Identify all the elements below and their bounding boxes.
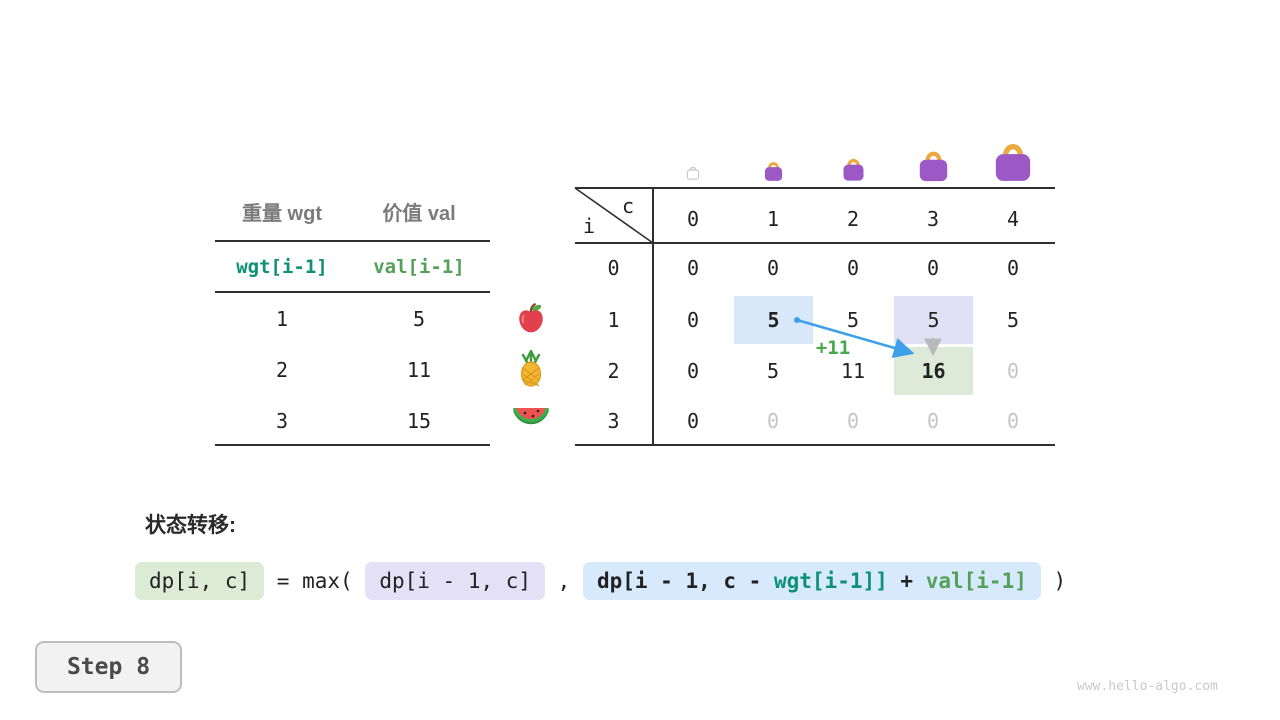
formula-equals-max: = max( — [264, 569, 366, 593]
dp-cell-0-3: 0 — [926, 256, 940, 280]
item-row-wgt: 3 — [275, 409, 289, 433]
dp-col-header: 4 — [1006, 207, 1020, 231]
corner-row-var: i — [583, 214, 596, 238]
dp-cell-0-1: 0 — [766, 256, 780, 280]
pineapple-icon — [513, 350, 549, 388]
formula-comma: , — [545, 569, 583, 593]
formula-close-paren: ) — [1040, 569, 1067, 593]
formula-arg2-val-token: val[i-1] — [925, 569, 1027, 593]
dp-cell-3-1: 0 — [766, 409, 780, 433]
dp-cell-2-3-target: 16 — [894, 347, 973, 395]
val-symbol: val[i-1] — [373, 256, 465, 278]
dp-cell-2-0: 0 — [686, 359, 700, 383]
dp-cell-2-1: 5 — [766, 359, 780, 383]
bag-icon-capacity-2 — [839, 154, 867, 182]
dp-cell-1-0: 0 — [686, 308, 700, 332]
dp-cell-0-0: 0 — [686, 256, 700, 280]
dp-col-header: 1 — [766, 207, 780, 231]
item-row-wgt: 2 — [275, 358, 289, 382]
bag-icon-capacity-4 — [990, 137, 1036, 182]
watermark: www.hello-algo.com — [1077, 679, 1218, 694]
dp-col-header: 2 — [846, 207, 860, 231]
bag-icon-capacity-1 — [761, 158, 785, 182]
dp-cell-1-1-source: 5 — [734, 296, 813, 344]
corner-col-var: c — [622, 194, 635, 218]
formula-lhs-box: dp[i, c] — [135, 562, 265, 600]
items-table-rule-mid — [215, 291, 490, 293]
dp-row-header: 1 — [607, 308, 620, 332]
transition-value-annotation: +11 — [815, 337, 851, 359]
dp-table-rule-header — [575, 242, 1055, 244]
bag-icon-capacity-0 — [684, 161, 702, 181]
dp-cell-3-0: 0 — [686, 409, 700, 433]
state-transition-formula: dp[i, c] = max( dp[i - 1, c] , dp[i - 1,… — [135, 560, 1066, 602]
dp-row-header: 2 — [607, 359, 620, 383]
wgt-symbol: wgt[i-1] — [236, 256, 328, 278]
dp-col-header: 0 — [686, 207, 700, 231]
bag-icon-capacity-3 — [915, 146, 951, 182]
item-row-val: 11 — [406, 358, 432, 382]
step-indicator-button[interactable]: Step 8 — [35, 641, 182, 693]
apple-icon — [513, 301, 549, 335]
dp-cell-2-4: 0 — [1006, 359, 1020, 383]
dp-table-rule-bottom — [575, 444, 1055, 446]
items-col-weight-header: 重量 wgt — [242, 203, 322, 225]
formula-arg2-plus: + — [887, 569, 926, 593]
items-table-rule-bottom — [215, 444, 490, 446]
dp-cell-1-4: 5 — [1006, 308, 1020, 332]
dp-cell-2-2: 11 — [840, 359, 866, 383]
item-row-wgt: 1 — [275, 307, 289, 331]
formula-arg2-wgt-token: wgt[i-1]] — [773, 569, 888, 593]
dp-row-header: 3 — [607, 409, 620, 433]
state-transition-label: 状态转移: — [145, 514, 236, 537]
dp-table-rule-top — [575, 187, 1055, 189]
dp-table-rule-vertical — [652, 187, 654, 446]
item-row-val: 5 — [412, 307, 426, 331]
formula-arg2-box: dp[i - 1, c - wgt[i-1]] + val[i-1] — [582, 562, 1041, 600]
formula-arg2-prefix: dp[i - 1, c - — [596, 569, 774, 593]
dp-row-header: 0 — [607, 256, 620, 280]
dp-cell-3-4: 0 — [1006, 409, 1020, 433]
dp-cell-3-2: 0 — [846, 409, 860, 433]
dp-cell-1-3-above: 5 — [894, 296, 973, 344]
item-row-val: 15 — [406, 409, 432, 433]
dp-cell-0-4: 0 — [1006, 256, 1020, 280]
dp-cell-3-3: 0 — [926, 409, 940, 433]
dp-cell-0-2: 0 — [846, 256, 860, 280]
watermelon-icon — [510, 404, 552, 432]
items-col-value-header: 价值 val — [382, 203, 456, 225]
dp-col-header: 3 — [926, 207, 940, 231]
formula-arg1-box: dp[i - 1, c] — [365, 562, 546, 600]
items-table-rule-top — [215, 240, 490, 242]
